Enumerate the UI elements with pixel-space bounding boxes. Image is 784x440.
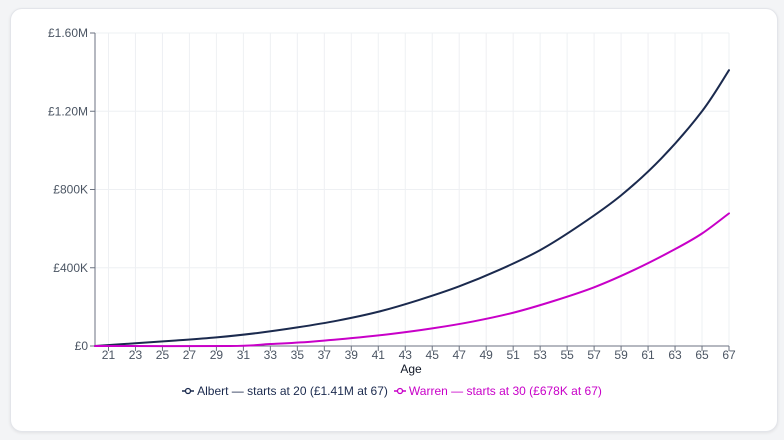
x-tick-label: 31 xyxy=(237,348,251,362)
x-tick-label: 41 xyxy=(372,348,386,362)
legend: Albert — starts at 20 (£1.41M at 67) Warr… xyxy=(0,384,784,399)
x-tick-label: 37 xyxy=(318,348,332,362)
series-lines xyxy=(94,69,730,348)
series-line-warren xyxy=(94,212,730,348)
x-tick-label: 51 xyxy=(506,348,520,362)
x-tick-label: 25 xyxy=(156,348,170,362)
legend-label: Albert — starts at 20 (£1.41M at 67) xyxy=(197,384,388,398)
x-tick-label: 23 xyxy=(129,348,143,362)
x-tick-label: 43 xyxy=(399,348,413,362)
x-tick-label: 35 xyxy=(291,348,305,362)
x-axis-title: Age xyxy=(400,362,422,376)
x-tick-label: 61 xyxy=(641,348,655,362)
x-tick-label: 39 xyxy=(345,348,359,362)
grid-lines xyxy=(95,32,730,347)
x-tick-label: 45 xyxy=(426,348,440,362)
chart-card xyxy=(10,8,778,432)
x-tick-label: 63 xyxy=(668,348,682,362)
y-tick-label: £400K xyxy=(53,261,88,275)
legend-item-warren[interactable]: Warren — starts at 30 (£678K at 67) xyxy=(393,384,602,398)
y-tick-label: £1.60M xyxy=(48,26,88,40)
y-axis-ticks: £0 £400K £800K £1.20M £1.60M xyxy=(48,26,95,353)
series-line-albert xyxy=(94,69,730,347)
x-tick-label: 53 xyxy=(533,348,547,362)
x-tick-label: 33 xyxy=(264,348,278,362)
x-axis-ticks: 21 23 25 27 29 31 33 35 37 39 41 43 45 47 49 51 53 55 57 59… xyxy=(102,346,736,362)
y-tick-label: £0 xyxy=(75,339,89,353)
x-tick-label: 27 xyxy=(183,348,197,362)
y-tick-label: £1.20M xyxy=(48,104,88,118)
x-tick-label: 67 xyxy=(722,348,736,362)
x-tick-label: 59 xyxy=(614,348,628,362)
legend-item-albert[interactable]: Albert — starts at 20 (£1.41M at 67) xyxy=(182,384,388,398)
x-tick-label: 49 xyxy=(480,348,494,362)
x-tick-label: 47 xyxy=(453,348,467,362)
x-tick-label: 21 xyxy=(102,348,116,362)
legend-marker-icon xyxy=(182,387,195,395)
x-tick-label: 55 xyxy=(560,348,574,362)
legend-marker-icon xyxy=(393,387,406,395)
y-tick-label: £800K xyxy=(53,183,88,197)
x-tick-label: 29 xyxy=(210,348,224,362)
legend-label: Warren — starts at 30 (£678K at 67) xyxy=(408,384,602,398)
x-tick-label: 57 xyxy=(587,348,601,362)
x-tick-label: 65 xyxy=(695,348,709,362)
